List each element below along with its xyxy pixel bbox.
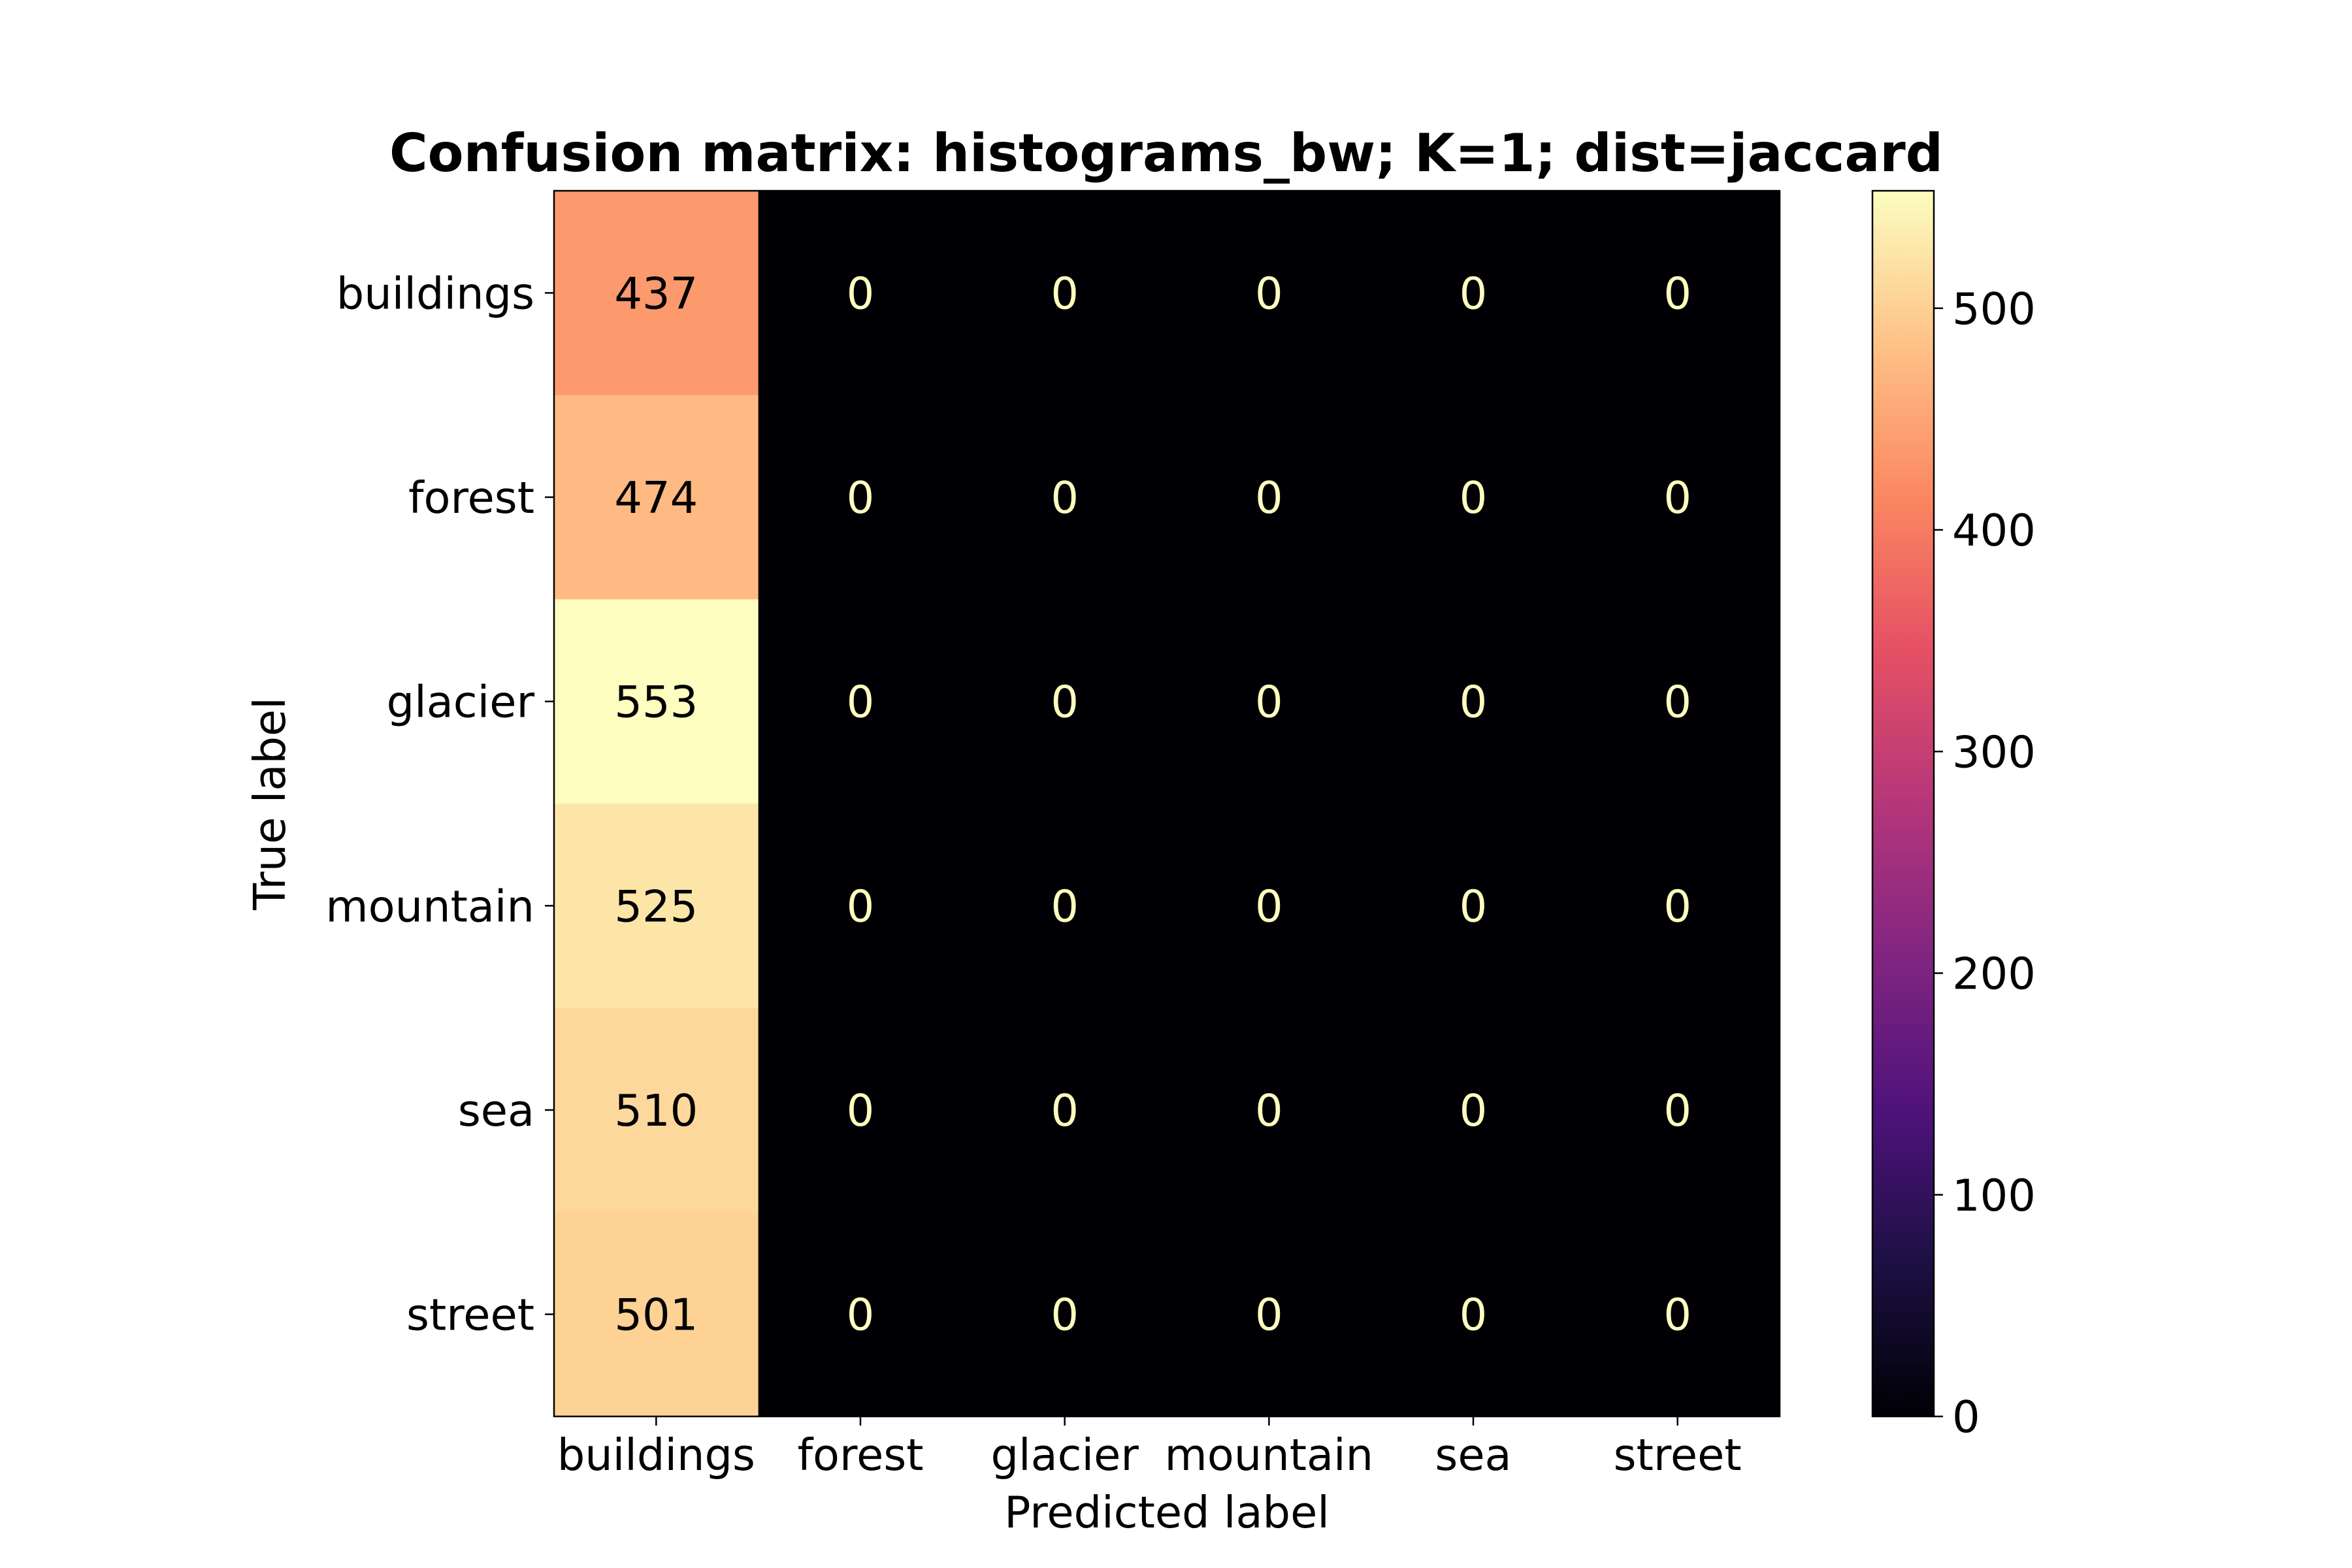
y-tick-label: buildings	[336, 268, 534, 319]
colorbar-tick-label: 100	[1952, 1170, 2036, 1221]
x-tick-label: buildings	[557, 1429, 755, 1480]
colorbar-tick-label: 0	[1952, 1392, 1980, 1443]
matrix-cell-label: 437	[614, 268, 698, 319]
matrix-cell-label: 0	[847, 268, 875, 319]
matrix-cell-label: 0	[1663, 881, 1691, 932]
colorbar-tick-label: 200	[1952, 949, 2036, 1000]
y-tick-label: street	[406, 1290, 534, 1341]
matrix-cell-label: 0	[1460, 881, 1488, 932]
colorbar	[1872, 191, 1934, 1416]
matrix-cell-label: 553	[614, 677, 698, 728]
matrix-cell-label: 0	[1460, 1085, 1488, 1136]
matrix-cell-label: 0	[1051, 268, 1079, 319]
colorbar-tick-label: 400	[1952, 505, 2036, 556]
matrix-cell-label: 0	[847, 677, 875, 728]
matrix-cell-label: 0	[1051, 472, 1079, 523]
matrix-cells	[554, 191, 1780, 1417]
x-tick-label: forest	[797, 1429, 923, 1480]
colorbar-tick-label: 300	[1952, 727, 2036, 777]
y-tick-label: mountain	[325, 881, 534, 932]
matrix-cell-label: 0	[1460, 268, 1488, 319]
matrix-cell-label: 0	[1460, 472, 1488, 523]
matrix-cell-label: 0	[1663, 472, 1691, 523]
x-tick-label: glacier	[990, 1429, 1139, 1480]
matrix-cell-label: 0	[1460, 677, 1488, 728]
matrix-cell-label: 510	[614, 1085, 698, 1136]
matrix-cell-label: 0	[1051, 1085, 1079, 1136]
colorbar-tick-label: 500	[1952, 284, 2036, 335]
matrix-cell-label: 0	[1255, 677, 1283, 728]
matrix-cell-label: 0	[847, 1290, 875, 1341]
matrix-cell-label: 0	[1255, 268, 1283, 319]
x-axis-ticks: buildings forest glacier mountain sea street	[557, 1416, 1742, 1480]
matrix-cell-label: 0	[1663, 268, 1691, 319]
colorbar-ticks: 0 100 200 300 400 500	[1934, 284, 2036, 1443]
matrix-cell-label: 0	[1663, 1085, 1691, 1136]
matrix-cell-label: 501	[614, 1290, 698, 1341]
matrix-cell-label: 0	[1255, 1290, 1283, 1341]
y-axis-label: True label	[244, 697, 295, 911]
matrix-cell-label: 0	[1051, 881, 1079, 932]
y-tick-label: forest	[408, 472, 534, 523]
matrix-cell-label: 0	[1255, 472, 1283, 523]
matrix-cell-label: 0	[1663, 677, 1691, 728]
matrix-cell-label: 0	[847, 472, 875, 523]
x-tick-label: street	[1614, 1429, 1742, 1480]
matrix-cell-label: 0	[1255, 1085, 1283, 1136]
matrix-cell-label: 474	[614, 472, 698, 523]
x-tick-label: sea	[1435, 1429, 1511, 1480]
matrix-cell-label: 0	[1051, 1290, 1079, 1341]
x-tick-label: mountain	[1165, 1429, 1374, 1480]
matrix-cell-label: 0	[847, 1085, 875, 1136]
x-axis-label: Predicted label	[1004, 1487, 1330, 1538]
matrix-cell-label: 0	[1663, 1290, 1691, 1341]
y-axis-ticks: buildings forest glacier mountain sea street	[325, 268, 554, 1340]
matrix-cell-label: 525	[614, 881, 698, 932]
chart-title: Confusion matrix: histograms_bw; K=1; di…	[389, 123, 1943, 184]
matrix-cell-label: 0	[1051, 677, 1079, 728]
matrix-cell-label: 0	[1255, 881, 1283, 932]
y-tick-label: sea	[458, 1085, 534, 1136]
y-tick-label: glacier	[387, 677, 535, 728]
matrix-cell-label: 0	[847, 881, 875, 932]
matrix-cell-label: 0	[1460, 1290, 1488, 1341]
